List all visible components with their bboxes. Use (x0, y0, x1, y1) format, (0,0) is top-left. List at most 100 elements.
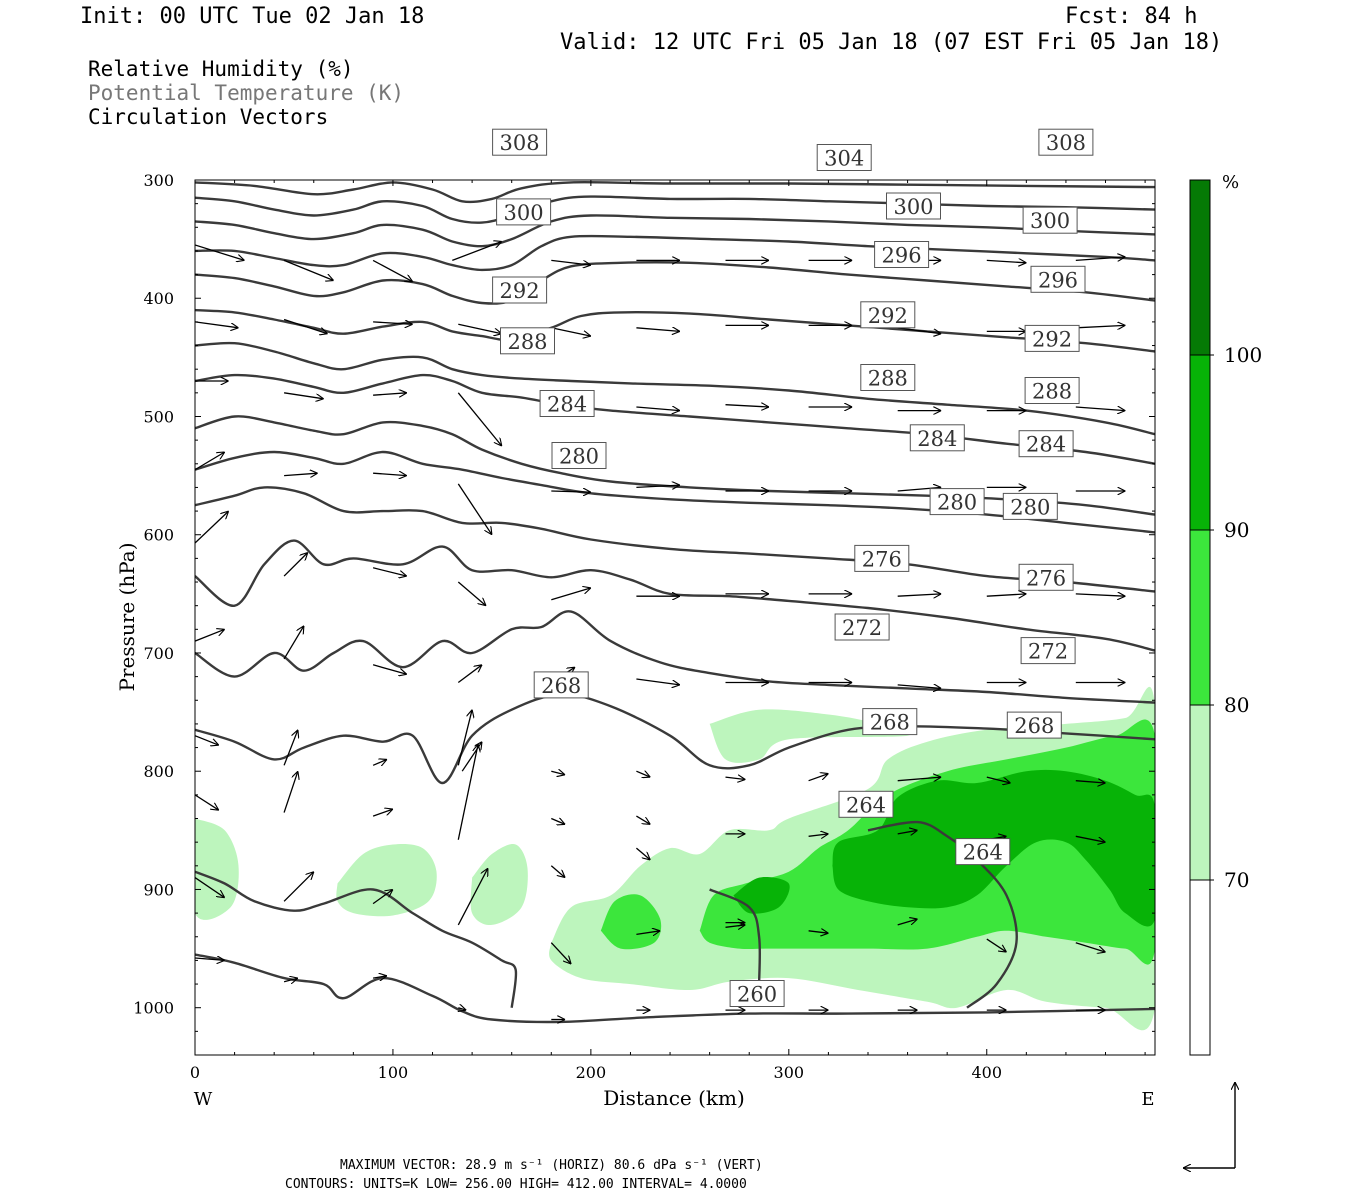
circulation-vector (195, 735, 219, 746)
y-tick-label: 400 (143, 289, 174, 308)
y-axis-label: Pressure (hPa) (115, 543, 139, 692)
contour-label-box (1018, 430, 1074, 458)
contour-label-box (492, 276, 548, 304)
rh-region-70-0 (195, 818, 239, 920)
contour-label: 300 (496, 198, 552, 226)
circulation-vector (551, 327, 591, 336)
circulation-vector (457, 581, 486, 606)
y-tick-label: 800 (143, 762, 174, 781)
circulation-vector (373, 473, 407, 475)
circulation-vector (808, 774, 829, 782)
circulation-vector (457, 744, 478, 840)
circulation-vector (551, 771, 565, 775)
contour-label-box (1022, 206, 1078, 234)
contour-label: 280 (929, 488, 985, 516)
colorbar-frame (1189, 179, 1211, 1056)
contour-label-text: 268 (541, 674, 581, 698)
x-tick-label: 400 (971, 1063, 1002, 1082)
theta-contour-304 (195, 261, 1155, 305)
contour-label-text: 268 (1014, 714, 1054, 738)
contour-label-box (838, 790, 894, 818)
plot-frame (194, 179, 1156, 1056)
circulation-vector (1075, 594, 1126, 596)
contour-label-text: 284 (917, 427, 957, 451)
circulation-vector (551, 491, 591, 492)
circulation-vector (808, 834, 829, 836)
x-tick-label: 0 (190, 1063, 200, 1082)
circulation-vector (897, 594, 942, 596)
contour-label-box (816, 144, 872, 171)
circulation-vector (195, 629, 225, 642)
circulation-vector (986, 594, 1027, 596)
contour-label: 292 (860, 301, 916, 329)
contour-label: 272 (834, 613, 890, 641)
colorbar-label: 90 (1224, 518, 1249, 542)
circulation-vector (725, 777, 746, 779)
circulation-vector (284, 473, 318, 475)
circulation-vector (458, 323, 502, 333)
circulation-vector (725, 925, 746, 927)
contour-label-box (1024, 377, 1080, 404)
colorbar-segment (1190, 530, 1210, 705)
contour-label: 280 (551, 442, 607, 469)
circulation-vector (372, 259, 413, 281)
theta-contour-272 (195, 610, 1155, 704)
circulation-vector (195, 511, 229, 544)
circulation-vector (986, 938, 1007, 952)
circulation-vector (452, 242, 502, 262)
circulation-vector (551, 819, 565, 825)
contour-label: 284 (1018, 430, 1074, 458)
contour-label-text: 308 (500, 131, 540, 155)
east-label: E (1141, 1089, 1154, 1110)
contour-labels: 308 304 308 300 300 300 296 296 292 292 292 288 288 2… (492, 128, 1094, 1007)
contour-label: 272 (1020, 637, 1076, 665)
theta-contour-264 (867, 820, 1018, 1009)
circulation-vector (636, 678, 680, 685)
contour-label: 276 (854, 544, 910, 572)
colorbar-segment (1190, 355, 1210, 530)
contour-label-box (551, 442, 607, 469)
circulation-vector (1075, 942, 1106, 952)
contour-label-text: 276 (1026, 566, 1066, 590)
circulation-vector (636, 931, 660, 935)
contour-label-box (955, 838, 1011, 866)
contour-label: 264 (838, 790, 894, 818)
y-tick-label: 700 (143, 644, 174, 663)
rh-region-70-3 (709, 709, 912, 763)
contour-label-box (929, 488, 985, 516)
circulation-vector (372, 976, 387, 978)
x-tick-label: 100 (378, 1063, 409, 1082)
contour-label: 308 (492, 128, 548, 156)
circulation-vector (457, 483, 492, 535)
contour-label: 296 (874, 241, 930, 268)
contour-label: 292 (492, 276, 548, 304)
circulation-vector (372, 567, 407, 576)
contour-label: 300 (886, 192, 941, 220)
circulation-vector (372, 890, 393, 905)
contour-label-text: 260 (737, 983, 777, 1007)
colorbar-unit: % (1222, 172, 1239, 193)
contour-label-box (862, 708, 918, 736)
circulation-vector (636, 328, 680, 332)
contour-label-box (533, 671, 589, 699)
circulation-vector (283, 730, 298, 766)
contour-label: 304 (816, 144, 872, 171)
circulation-vector (457, 868, 488, 926)
west-label: W (194, 1089, 213, 1110)
contour-label: 284 (539, 390, 595, 417)
circulation-vector (283, 771, 298, 813)
circulation-vector (897, 327, 942, 334)
circulation-vector (636, 771, 650, 777)
contour-label-text: 288 (507, 330, 547, 354)
contour-label-text: 280 (937, 491, 977, 515)
circulation-vector (551, 588, 591, 601)
contour-label-text: 288 (1032, 380, 1072, 404)
circulation-vector (550, 942, 571, 964)
x-tick-label: 200 (576, 1063, 607, 1082)
contour-label-text: 268 (870, 711, 910, 735)
y-tick-label: 900 (143, 880, 174, 899)
circulation-vector (283, 318, 328, 334)
contour-label: 268 (1006, 711, 1062, 739)
y-tick-label: 300 (143, 171, 174, 190)
contour-label-box (1006, 711, 1062, 739)
